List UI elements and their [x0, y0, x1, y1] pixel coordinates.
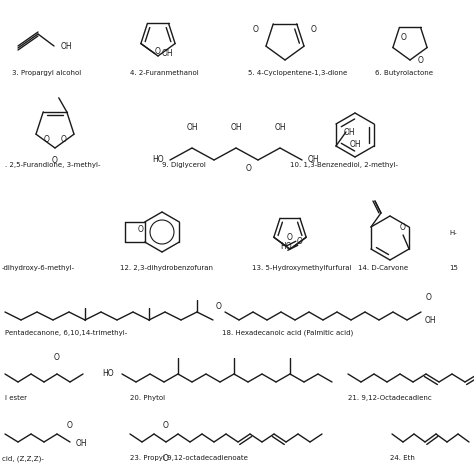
- Text: OH: OH: [76, 439, 88, 448]
- Text: H-: H-: [449, 230, 457, 236]
- Text: 14. D-Carvone: 14. D-Carvone: [358, 265, 408, 271]
- Text: 21. 9,12-Octadecadienc: 21. 9,12-Octadecadienc: [348, 395, 432, 401]
- Text: O: O: [400, 223, 406, 232]
- Text: O: O: [67, 421, 73, 430]
- Text: OH: OH: [61, 42, 73, 51]
- Text: Pentadecanone, 6,10,14-trimethyl-: Pentadecanone, 6,10,14-trimethyl-: [5, 330, 127, 336]
- Text: OH: OH: [425, 316, 437, 325]
- Text: . 2,5-Furandione, 3-methyl-: . 2,5-Furandione, 3-methyl-: [5, 162, 100, 168]
- Text: 6. Butyrolactone: 6. Butyrolactone: [375, 70, 433, 76]
- Text: O: O: [44, 135, 50, 144]
- Text: 5. 4-Cyclopentene-1,3-dione: 5. 4-Cyclopentene-1,3-dione: [248, 70, 347, 76]
- Text: O: O: [418, 55, 424, 64]
- Text: O: O: [287, 233, 293, 242]
- Text: O: O: [155, 46, 161, 55]
- Text: OH: OH: [349, 140, 361, 149]
- Text: 15: 15: [449, 265, 458, 271]
- Text: O: O: [137, 225, 144, 234]
- Text: O: O: [52, 156, 58, 165]
- Text: O: O: [54, 353, 60, 362]
- Text: l ester: l ester: [5, 395, 27, 401]
- Text: 24. Eth: 24. Eth: [390, 455, 415, 461]
- Text: O: O: [216, 302, 222, 311]
- Text: 12. 2,3-dihydrobenzofuran: 12. 2,3-dihydrobenzofuran: [120, 265, 213, 271]
- Text: HO: HO: [152, 155, 164, 164]
- Text: OH: OH: [162, 49, 173, 58]
- Text: HO: HO: [281, 242, 292, 251]
- Text: O: O: [253, 25, 259, 34]
- Text: 13. 5-Hydroxymethylfurfural: 13. 5-Hydroxymethylfurfural: [252, 265, 352, 271]
- Text: -dihydroxy-6-methyl-: -dihydroxy-6-methyl-: [2, 265, 75, 271]
- Text: OH: OH: [230, 123, 242, 132]
- Text: 4. 2-Furanmethanol: 4. 2-Furanmethanol: [130, 70, 199, 76]
- Text: O: O: [297, 237, 303, 246]
- Text: O: O: [401, 33, 407, 42]
- Text: OH: OH: [274, 123, 286, 132]
- Text: O: O: [311, 25, 317, 34]
- Text: O: O: [163, 421, 169, 430]
- Text: HO: HO: [102, 370, 114, 379]
- Text: OH: OH: [186, 123, 198, 132]
- Text: OH: OH: [344, 128, 356, 137]
- Text: 18. Hexadecanoic acid (Palmitic acid): 18. Hexadecanoic acid (Palmitic acid): [222, 330, 353, 337]
- Text: 23. Propyl 9,12-octadecadienoate: 23. Propyl 9,12-octadecadienoate: [130, 455, 248, 461]
- Text: 20. Phytol: 20. Phytol: [130, 395, 165, 401]
- Text: 10. 1,3-Benzenediol, 2-methyl-: 10. 1,3-Benzenediol, 2-methyl-: [290, 162, 398, 168]
- Text: 9. Diglycerol: 9. Diglycerol: [162, 162, 206, 168]
- Text: O: O: [60, 135, 66, 144]
- Text: O: O: [426, 293, 432, 302]
- Text: 3. Propargyl alcohol: 3. Propargyl alcohol: [12, 70, 81, 76]
- Text: O: O: [246, 164, 252, 173]
- Text: cid, (Z,Z,Z)-: cid, (Z,Z,Z)-: [2, 455, 44, 462]
- Text: O: O: [163, 454, 169, 463]
- Text: OH: OH: [308, 155, 319, 164]
